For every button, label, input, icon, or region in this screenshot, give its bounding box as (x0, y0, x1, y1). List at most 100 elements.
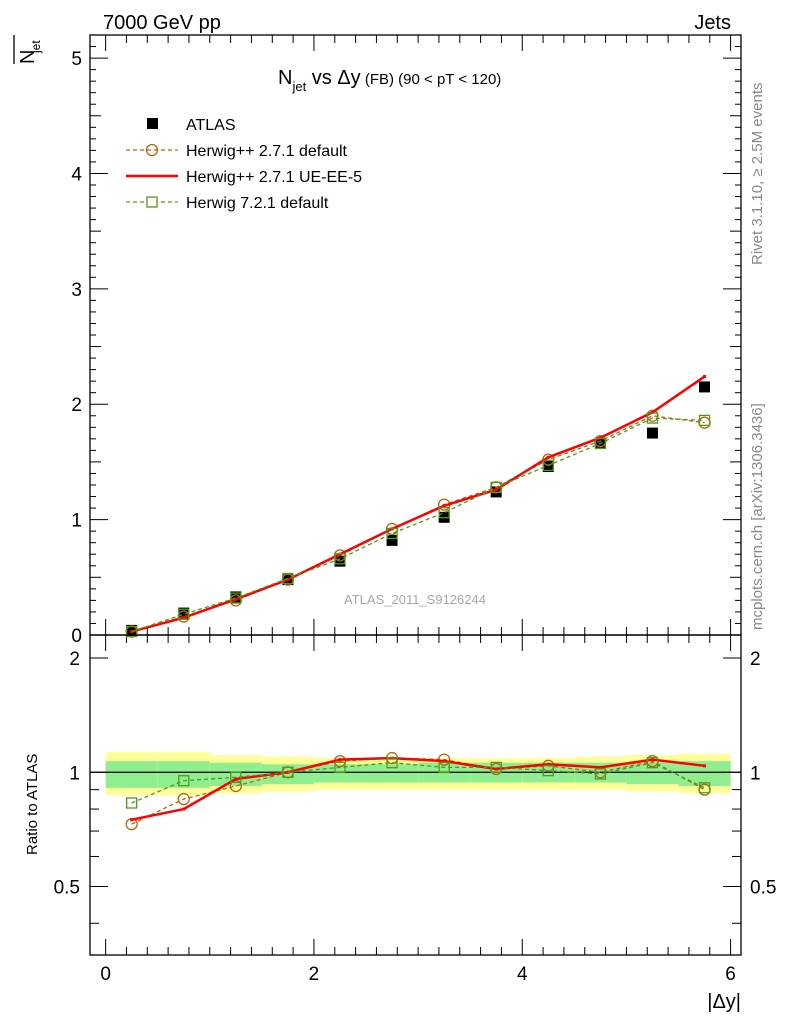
h271ue-line (131, 375, 706, 633)
band-inner-5 (366, 764, 419, 783)
ratio-h721-point-2 (230, 771, 242, 783)
atlas-point-11 (699, 381, 711, 393)
title-sub: jet (291, 79, 306, 94)
h271ue-point-10 (650, 410, 654, 414)
h721-point-6 (438, 507, 450, 519)
ratio-h271ue-point-6 (442, 759, 446, 763)
mcplots-label: mcplots.cern.ch [arXiv:1306.3436] (749, 403, 766, 630)
h721-point-1 (178, 608, 190, 620)
ratio-ytick-label-right-1: 1 (750, 763, 761, 784)
h721-point-9 (594, 437, 607, 450)
main-ytick-label-0: 0 (71, 626, 82, 647)
x-axis-label: |Δy| (707, 991, 741, 1013)
title-rest: vs Δy (306, 67, 360, 89)
legend-h271ue-label: Herwig++ 2.7.1 UE-EE-5 (186, 169, 362, 186)
main-axis-ticks: 0 1 2 3 4 5 (71, 34, 741, 647)
atlas-point-5 (386, 534, 398, 546)
ratio-h271ue-point-1 (182, 807, 186, 811)
xtick-label-2: 2 (309, 964, 320, 985)
atlas-point-8 (542, 461, 554, 473)
rivet-label: Rivet 3.1.10, ≥ 2.5M events (749, 83, 766, 266)
h271ue-point-8 (546, 455, 550, 459)
ratio-h721-point-6 (438, 761, 450, 774)
ratio-h721-point-7 (490, 761, 502, 774)
ratio-ytick-label-left-0.5: 0.5 (54, 878, 80, 899)
h721-point-5 (386, 527, 398, 540)
band-inner-10 (626, 762, 679, 785)
main-ytick-label-1: 1 (71, 511, 82, 532)
ratio-panel-frame (89, 634, 742, 956)
xtick-label-6: 6 (725, 964, 736, 985)
h721-point-10 (646, 412, 659, 424)
h721-point-0 (126, 625, 138, 638)
ratio-series-layer (125, 751, 711, 831)
main-ytick-label-3: 3 (71, 280, 82, 301)
band-inner-2 (209, 762, 262, 787)
ratio-h721-point-4 (334, 761, 346, 774)
h271ue-point-6 (442, 504, 446, 508)
ratio-h271def-point-2 (229, 779, 242, 793)
legend: ATLAS Herwig++ 2.7.1 default Herwig++ 2.… (126, 117, 362, 212)
ratio-h271ue-point-0 (130, 818, 134, 822)
atlas-point-10 (646, 427, 658, 439)
legend-h271def-label: Herwig++ 2.7.1 default (186, 143, 348, 160)
ratio-h271ue-point-9 (598, 765, 602, 769)
ratio-h271ue-point-4 (338, 758, 342, 762)
ratio-axis-ticks: 0.5 0.51 12 20 2 4 6 (54, 35, 776, 985)
h721-point-2 (230, 592, 242, 604)
title-n: N (278, 67, 292, 89)
band-inner-1 (157, 761, 210, 788)
main-ytick-label-2: 2 (71, 395, 82, 416)
ratio-h721-point-5 (386, 757, 398, 769)
legend-h721-label: Herwig 7.2.1 default (186, 195, 329, 212)
band-inner-0 (105, 761, 158, 788)
h271ue-point-2 (234, 597, 238, 601)
h721-line (131, 417, 705, 633)
h271ue-point-9 (598, 436, 602, 440)
ratio-ytick-label-left-1: 1 (69, 763, 80, 784)
ratio-uncertainty-bands (90, 752, 741, 796)
h271ue-point-1 (182, 616, 186, 620)
ratio-h721-point-1 (178, 775, 190, 787)
h721-point-7 (490, 481, 502, 493)
ratio-h721-point-3 (282, 766, 294, 778)
h721-point-4 (334, 553, 346, 565)
ratio-h721-line (131, 761, 705, 804)
ratio-ytick-label-right-2: 2 (750, 649, 761, 670)
legend-atlas-label: ATLAS (186, 117, 236, 134)
ratio-h271def-point-1 (177, 792, 190, 806)
header-right: Jets (694, 12, 731, 34)
ylabel-main: N (17, 50, 39, 64)
h271ue-point-11 (703, 375, 707, 379)
plot-title: Njet vs Δy (FB) (90 < pT < 120) (278, 67, 501, 94)
ratio-ytick-label-left-2: 2 (69, 649, 80, 670)
atlas-point-1 (178, 607, 190, 619)
h721-point-8 (542, 459, 554, 472)
ratio-ylabel: Ratio to ATLAS (24, 754, 41, 855)
analysis-watermark: ATLAS_2011_S9126244 (344, 592, 486, 607)
legend-h721-marker (146, 196, 158, 208)
h721-point-11 (698, 414, 711, 427)
ylabel-sub: jet (29, 40, 43, 54)
legend-atlas-marker (147, 118, 158, 129)
main-ytick-label-4: 4 (71, 164, 82, 185)
header-left: 7000 GeV pp (103, 12, 221, 34)
main-ylabel: N jet (13, 35, 43, 64)
xtick-label-4: 4 (517, 964, 528, 985)
main-series-layer (125, 375, 711, 638)
ratio-h721-point-10 (646, 757, 659, 769)
legend-h271def-marker (145, 143, 159, 157)
ratio-h271ue-point-10 (650, 758, 654, 762)
ratio-ytick-label-right-0.5: 0.5 (750, 878, 776, 899)
ratio-h271ue-point-11 (703, 764, 707, 768)
title-range: (90 < pT < 120) (394, 71, 501, 88)
title-fb: (FB) (361, 71, 394, 88)
ratio-h271ue-point-2 (234, 777, 238, 781)
h271ue-point-3 (286, 578, 290, 582)
h721-point-3 (282, 572, 294, 585)
svg-text:Njet vs Δy (FB) (90 < pT < 120: Njet vs Δy (FB) (90 < pT < 120) (278, 67, 501, 94)
main-ytick-label-5: 5 (71, 49, 82, 70)
h271ue-point-7 (494, 488, 498, 492)
ratio-h721-point-0 (126, 797, 138, 809)
ratio-h721-point-9 (594, 768, 607, 780)
